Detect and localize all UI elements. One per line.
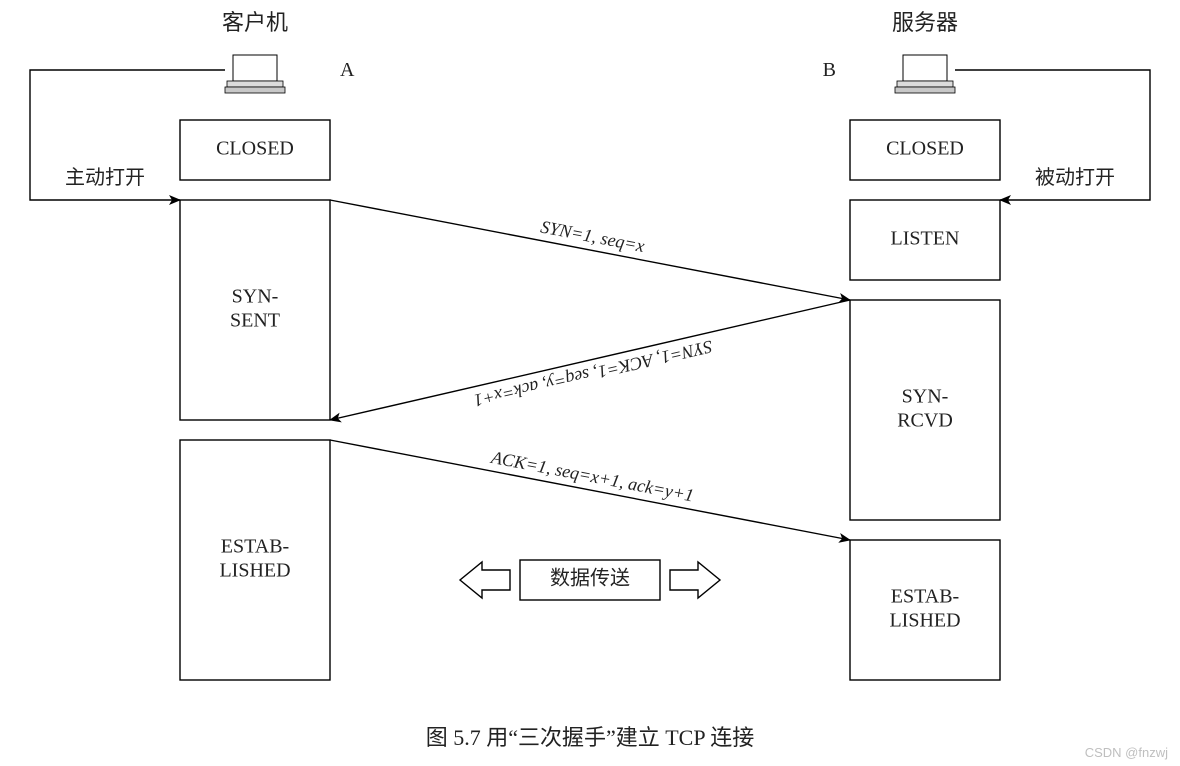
- handshake-arrow-0: [330, 200, 850, 300]
- handshake-label-1: SYN=1, ACK=1, seq=y, ack=x+1: [472, 336, 715, 410]
- client-computer-icon: [233, 55, 277, 81]
- client-computer-base2-icon: [225, 87, 285, 93]
- client-state-label-2: ESTAB-: [221, 536, 289, 558]
- server-letter: B: [823, 59, 836, 81]
- server-state-label-0: CLOSED: [886, 138, 964, 160]
- handshake-arrow-2: [330, 440, 850, 540]
- server-open-label: 被动打开: [1035, 166, 1115, 189]
- client-state-label-1: SENT: [230, 310, 280, 332]
- server-state-label-2: SYN-: [902, 386, 949, 408]
- client-letter: A: [340, 59, 355, 81]
- server-computer-base-icon: [897, 81, 953, 87]
- server-computer-base2-icon: [895, 87, 955, 93]
- server-state-label-2: RCVD: [897, 410, 953, 432]
- server-computer-icon: [903, 55, 947, 81]
- figure-caption: 图 5.7 用“三次握手”建立 TCP 连接: [0, 720, 1180, 752]
- client-open-label: 主动打开: [65, 166, 145, 189]
- client-state-label-2: LISHED: [219, 560, 290, 582]
- handshake-arrow-1: [330, 300, 850, 420]
- server-title: 服务器: [892, 10, 958, 35]
- client-state-label-0: CLOSED: [216, 138, 294, 160]
- client-state-label-1: SYN-: [232, 286, 279, 308]
- tcp-handshake-diagram: 客户机ACLOSEDSYN-SENTESTAB-LISHED服务器BCLOSED…: [0, 0, 1180, 766]
- server-state-label-3: LISHED: [889, 610, 960, 632]
- server-state-label-3: ESTAB-: [891, 586, 959, 608]
- server-state-label-1: LISTEN: [891, 228, 960, 250]
- watermark-text: CSDN @fnzwj: [1085, 745, 1168, 760]
- data-transfer-right-arrow-icon: [670, 562, 720, 598]
- data-transfer-label: 数据传送: [550, 567, 630, 590]
- client-computer-base-icon: [227, 81, 283, 87]
- client-title: 客户机: [222, 10, 288, 35]
- data-transfer-left-arrow-icon: [460, 562, 510, 598]
